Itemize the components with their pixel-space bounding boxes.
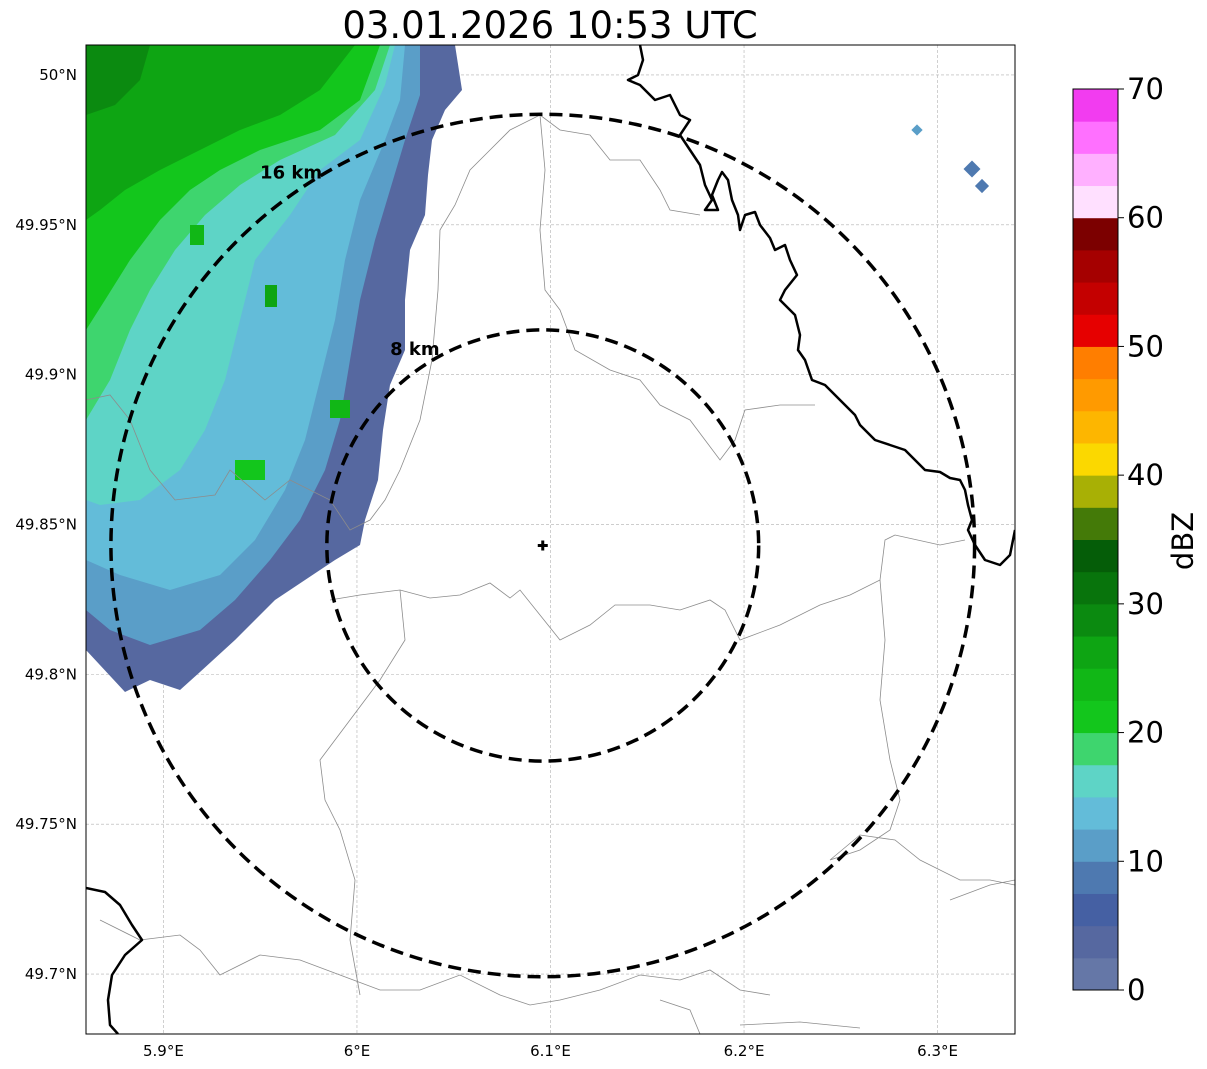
colorbar-segment [1073, 764, 1118, 798]
colorbar-segment [1073, 442, 1118, 476]
echo-cell [330, 400, 350, 418]
national-borders [86, 45, 1015, 1034]
boundary-line [139, 934, 771, 1006]
map-frame [85, 44, 1016, 1035]
boundary-line [539, 114, 815, 461]
colorbar-tick-label: 70 [1127, 72, 1164, 106]
boundary-line [539, 114, 701, 216]
x-tick-label: 6.3°E [917, 1042, 958, 1060]
boundary-line [739, 1021, 861, 1029]
boundary-line [86, 114, 541, 531]
colorbar-segment [1073, 893, 1118, 927]
x-tick-label: 6.2°E [724, 1042, 765, 1060]
colorbar-segment [1073, 539, 1118, 573]
map-title: 03.01.2026 10:53 UTC [342, 4, 757, 47]
colorbar-tick-label: 0 [1127, 973, 1145, 1007]
colorbar-segment [1073, 603, 1118, 637]
colorbar-segment [1073, 475, 1118, 508]
echo-isolated [963, 160, 981, 178]
echo-dark-green [86, 45, 150, 115]
colorbar-tick-label: 40 [1127, 458, 1164, 492]
colorbar-segment [1073, 185, 1118, 219]
colorbar-segment [1073, 507, 1118, 540]
radar-site-marker [537, 540, 548, 551]
echo-cell [235, 460, 265, 480]
colorbar-segment [1073, 732, 1118, 766]
colorbar-tick-label: 20 [1127, 716, 1164, 750]
range-ring [325, 328, 761, 763]
y-tick-label: 49.85°N [15, 516, 77, 534]
colorbar-tick-label: 30 [1127, 587, 1164, 621]
boundary-line [949, 879, 1015, 901]
y-tick-label: 50°N [39, 66, 77, 84]
colorbar: 0 10 20 30 40 50 60 70 [1072, 72, 1164, 1007]
x-axis-ticks: 5.9°E 6°E 6.1°E 6.2°E 6.3°E [143, 1042, 958, 1060]
boundary-line [99, 919, 141, 941]
y-tick-label: 49.75°N [15, 815, 77, 833]
x-tick-label: 6°E [344, 1042, 371, 1060]
reflectivity-echoes [86, 45, 990, 692]
colorbar-frame [1072, 88, 1119, 991]
colorbar-tick-label: 60 [1127, 201, 1164, 235]
boundary-line [659, 999, 701, 1034]
colorbar-segment [1073, 346, 1118, 380]
colorbar-segment [1073, 829, 1118, 862]
colorbar-tick-label: 50 [1127, 329, 1164, 363]
colorbar-segment [1073, 636, 1118, 669]
y-tick-label: 49.95°N [15, 216, 77, 234]
echo-green [86, 45, 355, 220]
colorbar-segment [1073, 378, 1118, 412]
colorbar-segment [1073, 282, 1118, 315]
colorbar-segment [1073, 796, 1118, 830]
colorbar-label: dBZ [1166, 512, 1200, 570]
colorbar-segment [1073, 121, 1118, 154]
colorbar-segment [1073, 410, 1118, 444]
colorbar-segment [1073, 700, 1118, 734]
border-east [626, 45, 1015, 567]
echo-isolated [974, 178, 990, 194]
range-ring [109, 112, 977, 979]
colorbar-segment [1073, 89, 1118, 122]
colorbar-segment [1073, 925, 1118, 959]
boundary-line [319, 589, 406, 996]
colorbar-segment [1073, 314, 1118, 347]
y-tick-label: 49.8°N [25, 665, 77, 683]
y-tick-label: 49.7°N [25, 965, 77, 983]
border-southwest [86, 886, 144, 1034]
colorbar-segment [1073, 153, 1118, 187]
colorbar-segment [1073, 249, 1118, 283]
colorbar-segment [1073, 217, 1118, 251]
colorbar-segment [1073, 861, 1118, 894]
colorbar-segment [1073, 957, 1118, 991]
range-ring-label: 8 km [390, 339, 440, 360]
y-axis-ticks: 50°N 49.95°N 49.9°N 49.85°N 49.8°N 49.75°N 49.… [15, 66, 77, 983]
x-tick-label: 5.9°E [143, 1042, 184, 1060]
range-ring-label: 16 km [260, 162, 322, 183]
echo-cell [265, 285, 277, 307]
colorbar-segment [1073, 668, 1118, 701]
map-panel: 8 km 16 km [85, 44, 1016, 1035]
range-rings: 8 km 16 km [109, 112, 977, 979]
admin-boundaries [86, 114, 1015, 1034]
x-tick-label: 6.1°E [530, 1042, 571, 1060]
echo-cell [190, 225, 204, 245]
y-tick-label: 49.9°N [25, 366, 77, 384]
colorbar-tick-label: 10 [1127, 844, 1164, 878]
colorbar-segment [1073, 571, 1118, 605]
